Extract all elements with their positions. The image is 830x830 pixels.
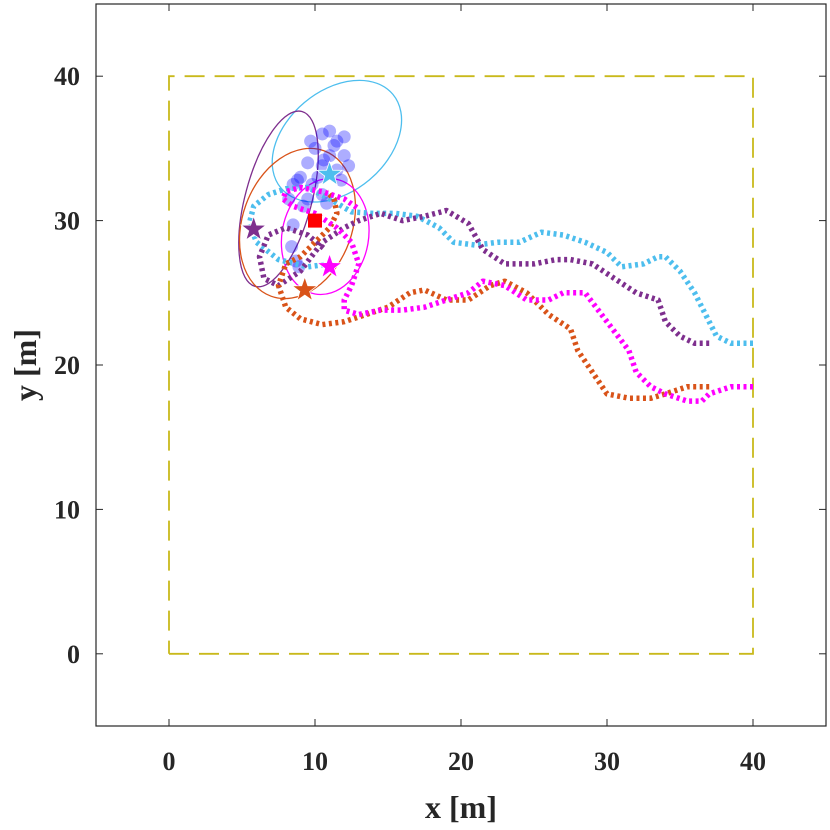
y-tick-label: 30 <box>54 207 80 236</box>
particle-point-12 <box>334 173 348 187</box>
trajectory-line-1 <box>246 184 753 347</box>
x-tick-label: 30 <box>594 747 620 776</box>
particle-point-2 <box>330 134 344 148</box>
particle-point-27 <box>285 240 299 254</box>
particle-point-21 <box>290 173 304 187</box>
particle-point-14 <box>293 170 307 184</box>
x-tick-labels: 0 10 20 30 40 <box>163 747 767 776</box>
particle-point-3 <box>308 141 322 155</box>
star-marker-4 <box>316 252 344 279</box>
x-tick-label: 0 <box>163 747 176 776</box>
particle-point-6 <box>315 159 329 173</box>
particle-point-22 <box>342 159 356 173</box>
trajectory-series-layer <box>246 184 753 404</box>
y-tick-label: 20 <box>54 351 80 380</box>
trajectory-line-4 <box>280 184 753 404</box>
star-marker-3 <box>291 275 319 302</box>
y-tick-label: 0 <box>67 640 80 669</box>
particle-point-8 <box>301 156 315 170</box>
y-tick-label: 10 <box>54 495 80 524</box>
markers-layer <box>240 160 344 302</box>
y-axis-label: y [m] <box>7 329 43 401</box>
particle-point-15 <box>286 178 300 191</box>
particle-point-23 <box>304 134 318 148</box>
star-marker-1 <box>316 160 344 186</box>
particle-point-19 <box>296 199 310 213</box>
particle-point-24 <box>327 139 341 153</box>
particle-point-10 <box>323 124 337 138</box>
x-axis-label: x [m] <box>425 789 497 825</box>
particle-point-16 <box>301 192 315 206</box>
star-marker-2 <box>240 215 268 241</box>
particle-point-25 <box>317 153 331 167</box>
boundary-rectangle-layer <box>168 75 754 655</box>
x-tick-label: 20 <box>448 747 474 776</box>
particle-point-5 <box>337 149 351 163</box>
particle-point-4 <box>323 149 337 163</box>
ticks-layer <box>96 4 826 726</box>
x-tick-label: 10 <box>302 747 328 776</box>
particle-point-1 <box>315 127 329 141</box>
y-tick-label: 40 <box>54 62 80 91</box>
boundary-rectangle <box>168 75 754 655</box>
y-tick-labels: 0 10 20 30 40 <box>54 62 80 669</box>
particles-layer <box>282 124 356 274</box>
x-tick-label: 40 <box>740 747 766 776</box>
particle-point-11 <box>311 170 325 184</box>
plot-background <box>96 4 826 726</box>
trajectory-line-2 <box>256 207 710 347</box>
particle-point-9 <box>337 130 351 144</box>
trajectory-line-3 <box>275 189 710 401</box>
target-marker <box>308 213 322 228</box>
